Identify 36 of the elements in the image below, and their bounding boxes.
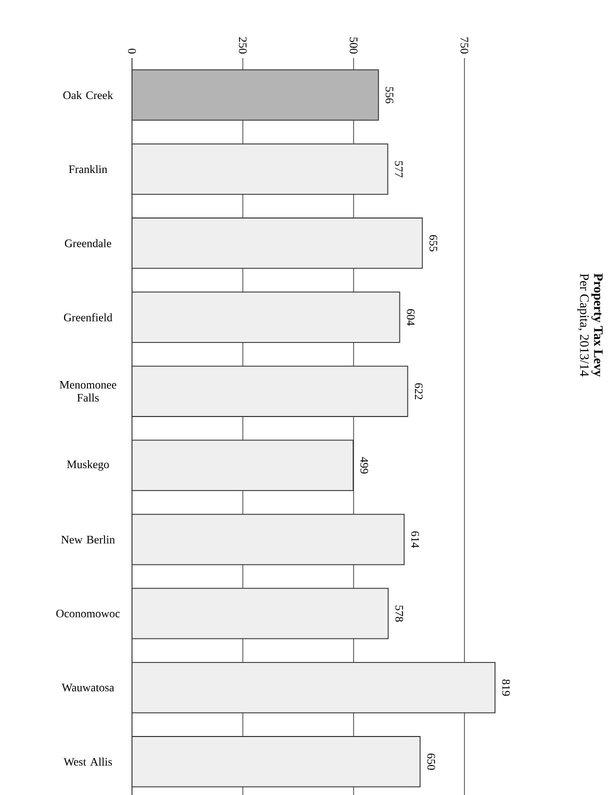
bar [132,69,379,121]
bar [132,588,389,640]
y-tick-label: Muskego [66,460,109,471]
bar [132,440,354,492]
y-tick-label: Franklin [68,165,108,174]
data-label: 556 [386,87,394,104]
y-tick-label: Greendale [64,239,112,248]
bar [132,736,421,788]
y-tick-label: New Berlin [61,535,115,544]
bar [132,662,496,714]
bar [132,366,408,417]
text: Per Capita, 2013/14 [577,274,589,376]
bar [132,292,400,343]
y-tick-label: Oak Creek [63,91,114,100]
x-tick-label: 250 [238,37,247,54]
bar [132,218,423,269]
data-label: 614 [411,531,420,548]
x-tick-label: 750 [460,38,468,54]
y-tick-label: Greenfield [64,313,112,322]
data-label: 819 [502,679,510,696]
data-label: 577 [394,161,403,178]
y-tick-label: Wauwatosa [62,684,114,692]
y-tick-label: Oconomowoc [56,610,120,618]
data-label: 650 [427,754,436,770]
text: Property Tax Levy [591,273,603,377]
data-label: 499 [360,457,368,474]
data-label: 622 [414,383,423,400]
x-tick-label: 0 [128,48,136,54]
x-tick-label: 500 [350,37,358,54]
data-label: 655 [430,235,438,252]
data-label: 604 [406,309,415,326]
y-tick-label: Menomonee Falls [60,381,116,402]
y-tick-label: West Allis [64,758,112,766]
data-label: 578 [395,606,404,622]
bar [132,514,405,566]
bar [132,143,388,195]
